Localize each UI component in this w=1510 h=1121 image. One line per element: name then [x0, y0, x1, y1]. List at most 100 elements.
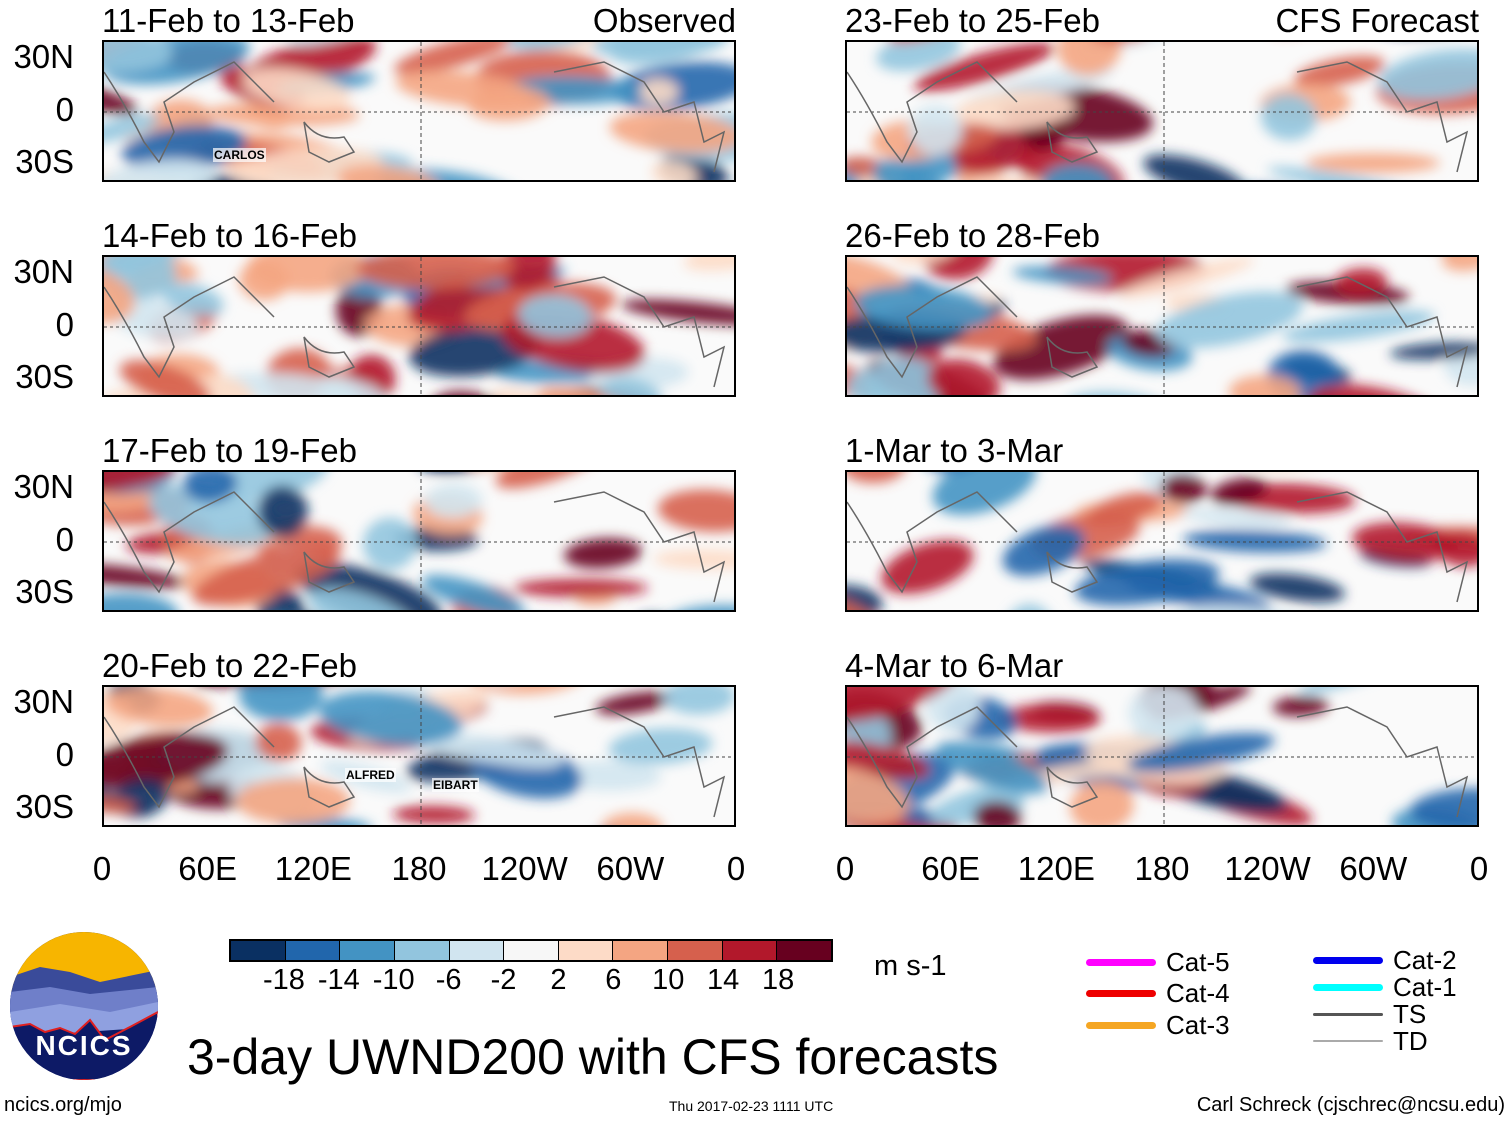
- anomaly-blob: [913, 42, 1055, 92]
- wind-anomaly-map: [845, 255, 1479, 397]
- panel-tag: CFS Forecast: [1275, 2, 1479, 39]
- lon-label: 120E: [274, 850, 352, 887]
- anomaly-blob: [609, 111, 734, 153]
- wind-anomaly-map: [102, 255, 736, 397]
- anomaly-blob: [936, 741, 1048, 794]
- site-link[interactable]: ncics.org/mjo: [4, 1094, 122, 1116]
- lat-label: 30S: [15, 573, 74, 610]
- anomaly-blob: [847, 584, 883, 610]
- credit: Carl Schreck (cjschrec@ncsu.edu): [1196, 1094, 1505, 1116]
- anomaly-blob: [1218, 180, 1337, 182]
- anomaly-blob: [620, 299, 734, 326]
- anomaly-blob: [119, 360, 211, 395]
- colorbar-label: 2: [550, 964, 567, 996]
- anomaly-blob: [600, 377, 663, 395]
- anomaly-blob: [998, 704, 1101, 733]
- storm-label: ALFRED: [345, 768, 396, 782]
- wind-anomaly-map: [102, 40, 736, 182]
- anomaly-blob: [993, 315, 1129, 380]
- anomaly-blob: [104, 563, 187, 589]
- lon-label: 0: [726, 850, 746, 887]
- legend-label: Cat-3: [1166, 1010, 1230, 1040]
- anomaly-blob: [927, 358, 1001, 395]
- anomaly-blob: [601, 813, 663, 825]
- anomaly-blob: [105, 687, 213, 727]
- colorbar-label: -6: [435, 964, 462, 996]
- colorbar-swatch: [285, 941, 341, 960]
- anomaly-blob: [1260, 93, 1317, 141]
- anomaly-blob: [683, 257, 734, 271]
- anomaly-blob: [183, 472, 238, 503]
- anomaly-blob: [908, 104, 963, 155]
- legend-line: [1086, 959, 1156, 966]
- anomaly-blob: [563, 538, 642, 569]
- anomaly-blob: [242, 68, 351, 111]
- anomaly-blob: [362, 517, 417, 570]
- anomaly-blob: [608, 42, 730, 65]
- legend-line: [1313, 1013, 1383, 1016]
- anomaly-blob: [847, 740, 930, 780]
- anomaly-blob: [1143, 154, 1246, 180]
- anomaly-blob: [881, 540, 974, 594]
- anomaly-blob: [1041, 164, 1114, 180]
- anomaly-blob: [921, 257, 994, 280]
- anomaly-blob: [847, 767, 909, 824]
- anomaly-blob: [1282, 310, 1435, 343]
- wind-anomaly-map: [845, 40, 1479, 182]
- anomaly-blob: [954, 91, 1075, 130]
- panel-title: 11-Feb to 13-Feb: [102, 2, 355, 39]
- panel-tag: Observed: [592, 2, 736, 39]
- anomaly-blob: [663, 687, 734, 715]
- anomaly-blob: [1210, 477, 1268, 506]
- lat-label: 0: [55, 306, 74, 343]
- colorbar-swatch: [340, 941, 395, 960]
- lat-label: 30N: [13, 38, 74, 75]
- legend-label: Cat-1: [1393, 972, 1457, 1002]
- anomaly-blob: [356, 257, 515, 290]
- panel-title: 17-Feb to 19-Feb: [102, 432, 357, 469]
- anomaly-blob: [1160, 473, 1207, 504]
- anomaly-blob: [318, 690, 462, 746]
- lat-label: 30S: [15, 358, 74, 395]
- wind-anomaly-map: [845, 685, 1479, 827]
- anomaly-blob: [1063, 391, 1181, 395]
- anomaly-blob: [104, 159, 216, 180]
- lon-label: 120E: [1017, 850, 1095, 887]
- anomaly-blob: [637, 610, 713, 612]
- legend-label: Cat-4: [1166, 978, 1230, 1008]
- anomaly-blob: [1012, 266, 1113, 284]
- anomaly-blob: [499, 257, 557, 290]
- logo-text: NCICS: [35, 1030, 133, 1061]
- anomaly-blob: [1125, 576, 1196, 604]
- colorbar-swatch: [668, 941, 723, 960]
- anomaly-blob: [929, 784, 1027, 825]
- anomaly-blob: [1248, 472, 1359, 477]
- figure-title: 3-day UWND200 with CFS forecasts: [187, 1029, 999, 1085]
- anomaly-blob: [221, 472, 330, 500]
- timestamp: Thu 2017-02-23 1111 UTC: [669, 1098, 834, 1114]
- panel-title: 4-Mar to 6-Mar: [845, 647, 1064, 684]
- lon-label: 120W: [481, 850, 568, 887]
- anomaly-blob: [422, 574, 526, 610]
- colorbar-label: -18: [262, 964, 305, 996]
- anomaly-blob: [1377, 48, 1477, 100]
- colorbar-swatch: [777, 941, 832, 960]
- lon-label: 0: [1469, 850, 1489, 887]
- colorbar-swatch: [231, 941, 286, 960]
- anomaly-blob: [1294, 56, 1385, 88]
- anomaly-blob: [247, 257, 369, 292]
- anomaly-blob: [595, 691, 675, 715]
- wind-anomaly-map: [845, 470, 1479, 612]
- anomaly-blob: [876, 42, 961, 72]
- anomaly-blob: [1306, 153, 1440, 173]
- panel-title: 20-Feb to 22-Feb: [102, 647, 357, 684]
- anomaly-blob: [412, 732, 563, 768]
- wind-anomaly-map: [102, 685, 736, 827]
- anomaly-blob: [395, 70, 533, 108]
- anomaly-blob: [1128, 687, 1199, 740]
- colorbar-swatch: [394, 941, 450, 960]
- lon-label: 60W: [1339, 850, 1408, 887]
- lon-label: 0: [92, 850, 112, 887]
- anomaly-blob: [1182, 529, 1327, 553]
- anomaly-blob: [1228, 375, 1301, 395]
